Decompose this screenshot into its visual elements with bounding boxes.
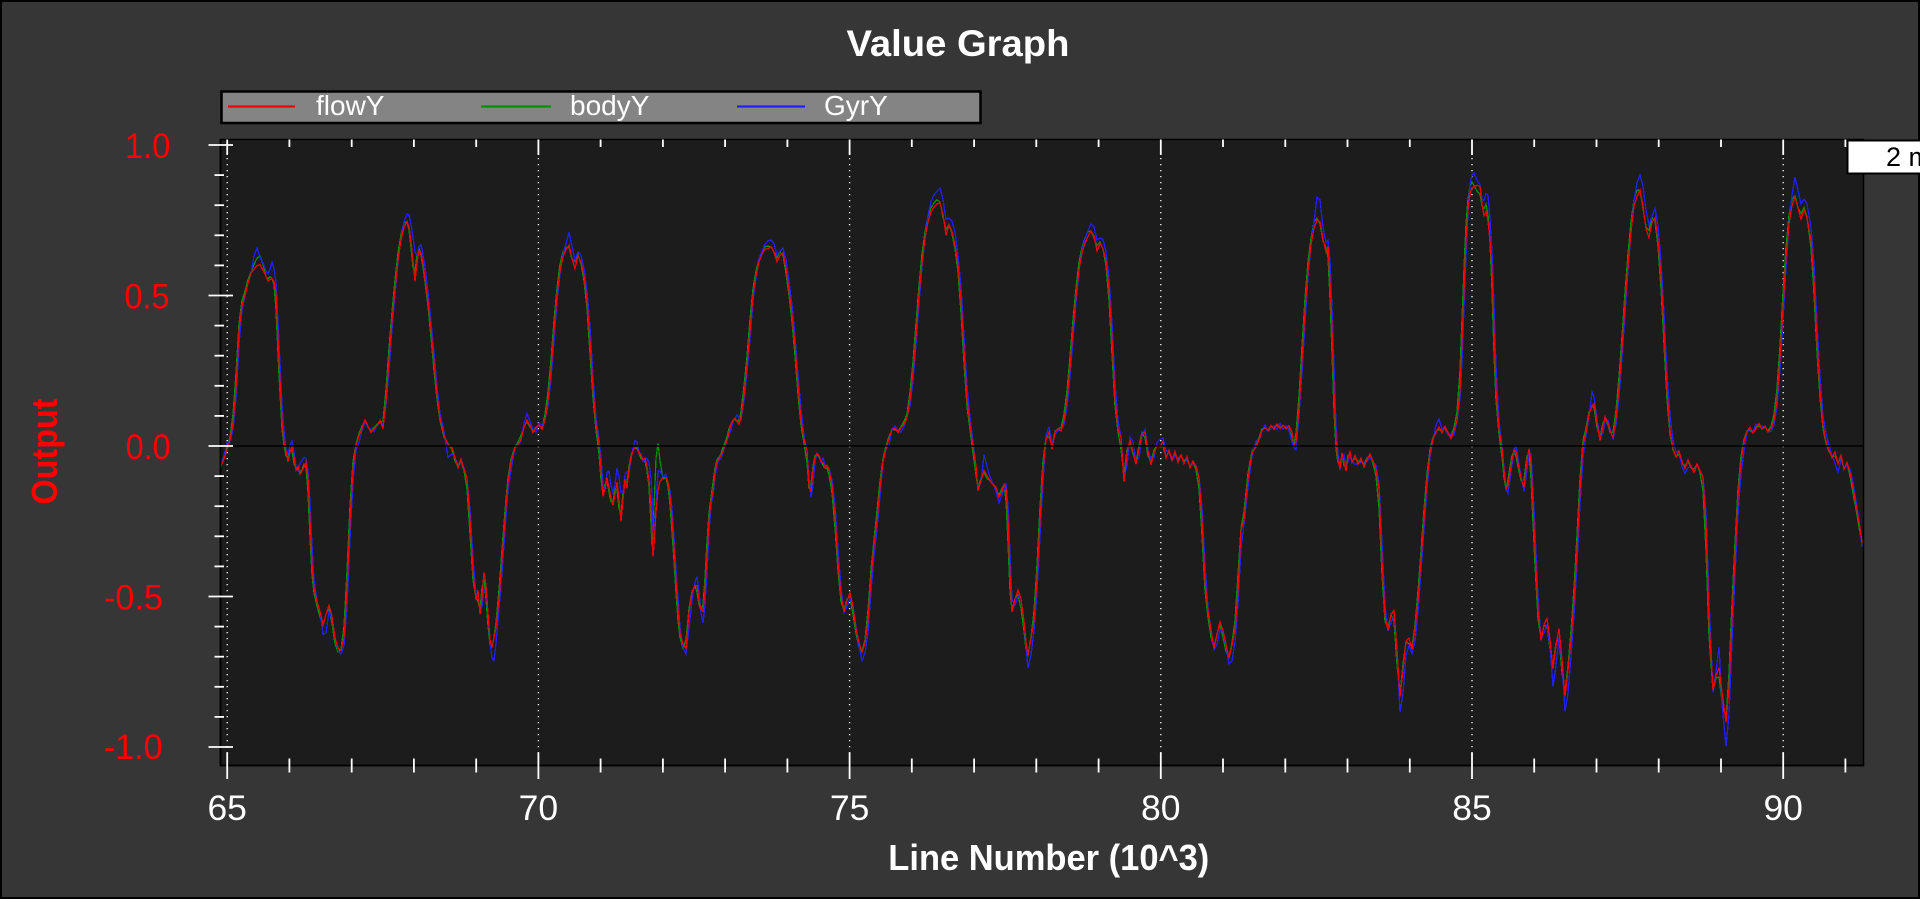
svg-text:85: 85 [1452,788,1492,828]
svg-text:flowY: flowY [316,90,385,121]
svg-text:Output: Output [24,398,65,504]
svg-text:1.0: 1.0 [125,127,171,166]
svg-text:0.5: 0.5 [125,277,170,316]
svg-text:2 min: 2 min [1886,142,1920,172]
svg-text:0.0: 0.0 [126,428,171,467]
svg-text:Line Number (10^3): Line Number (10^3) [888,837,1209,878]
svg-text:-0.5: -0.5 [104,578,163,617]
svg-text:75: 75 [830,788,870,828]
svg-text:-1.0: -1.0 [104,728,163,767]
svg-text:80: 80 [1141,788,1181,828]
svg-text:bodyY: bodyY [570,90,650,121]
svg-text:GyrY: GyrY [824,90,888,121]
svg-text:90: 90 [1763,788,1803,828]
svg-text:70: 70 [519,788,559,828]
svg-text:Value Graph: Value Graph [847,23,1070,64]
svg-text:65: 65 [207,788,247,828]
